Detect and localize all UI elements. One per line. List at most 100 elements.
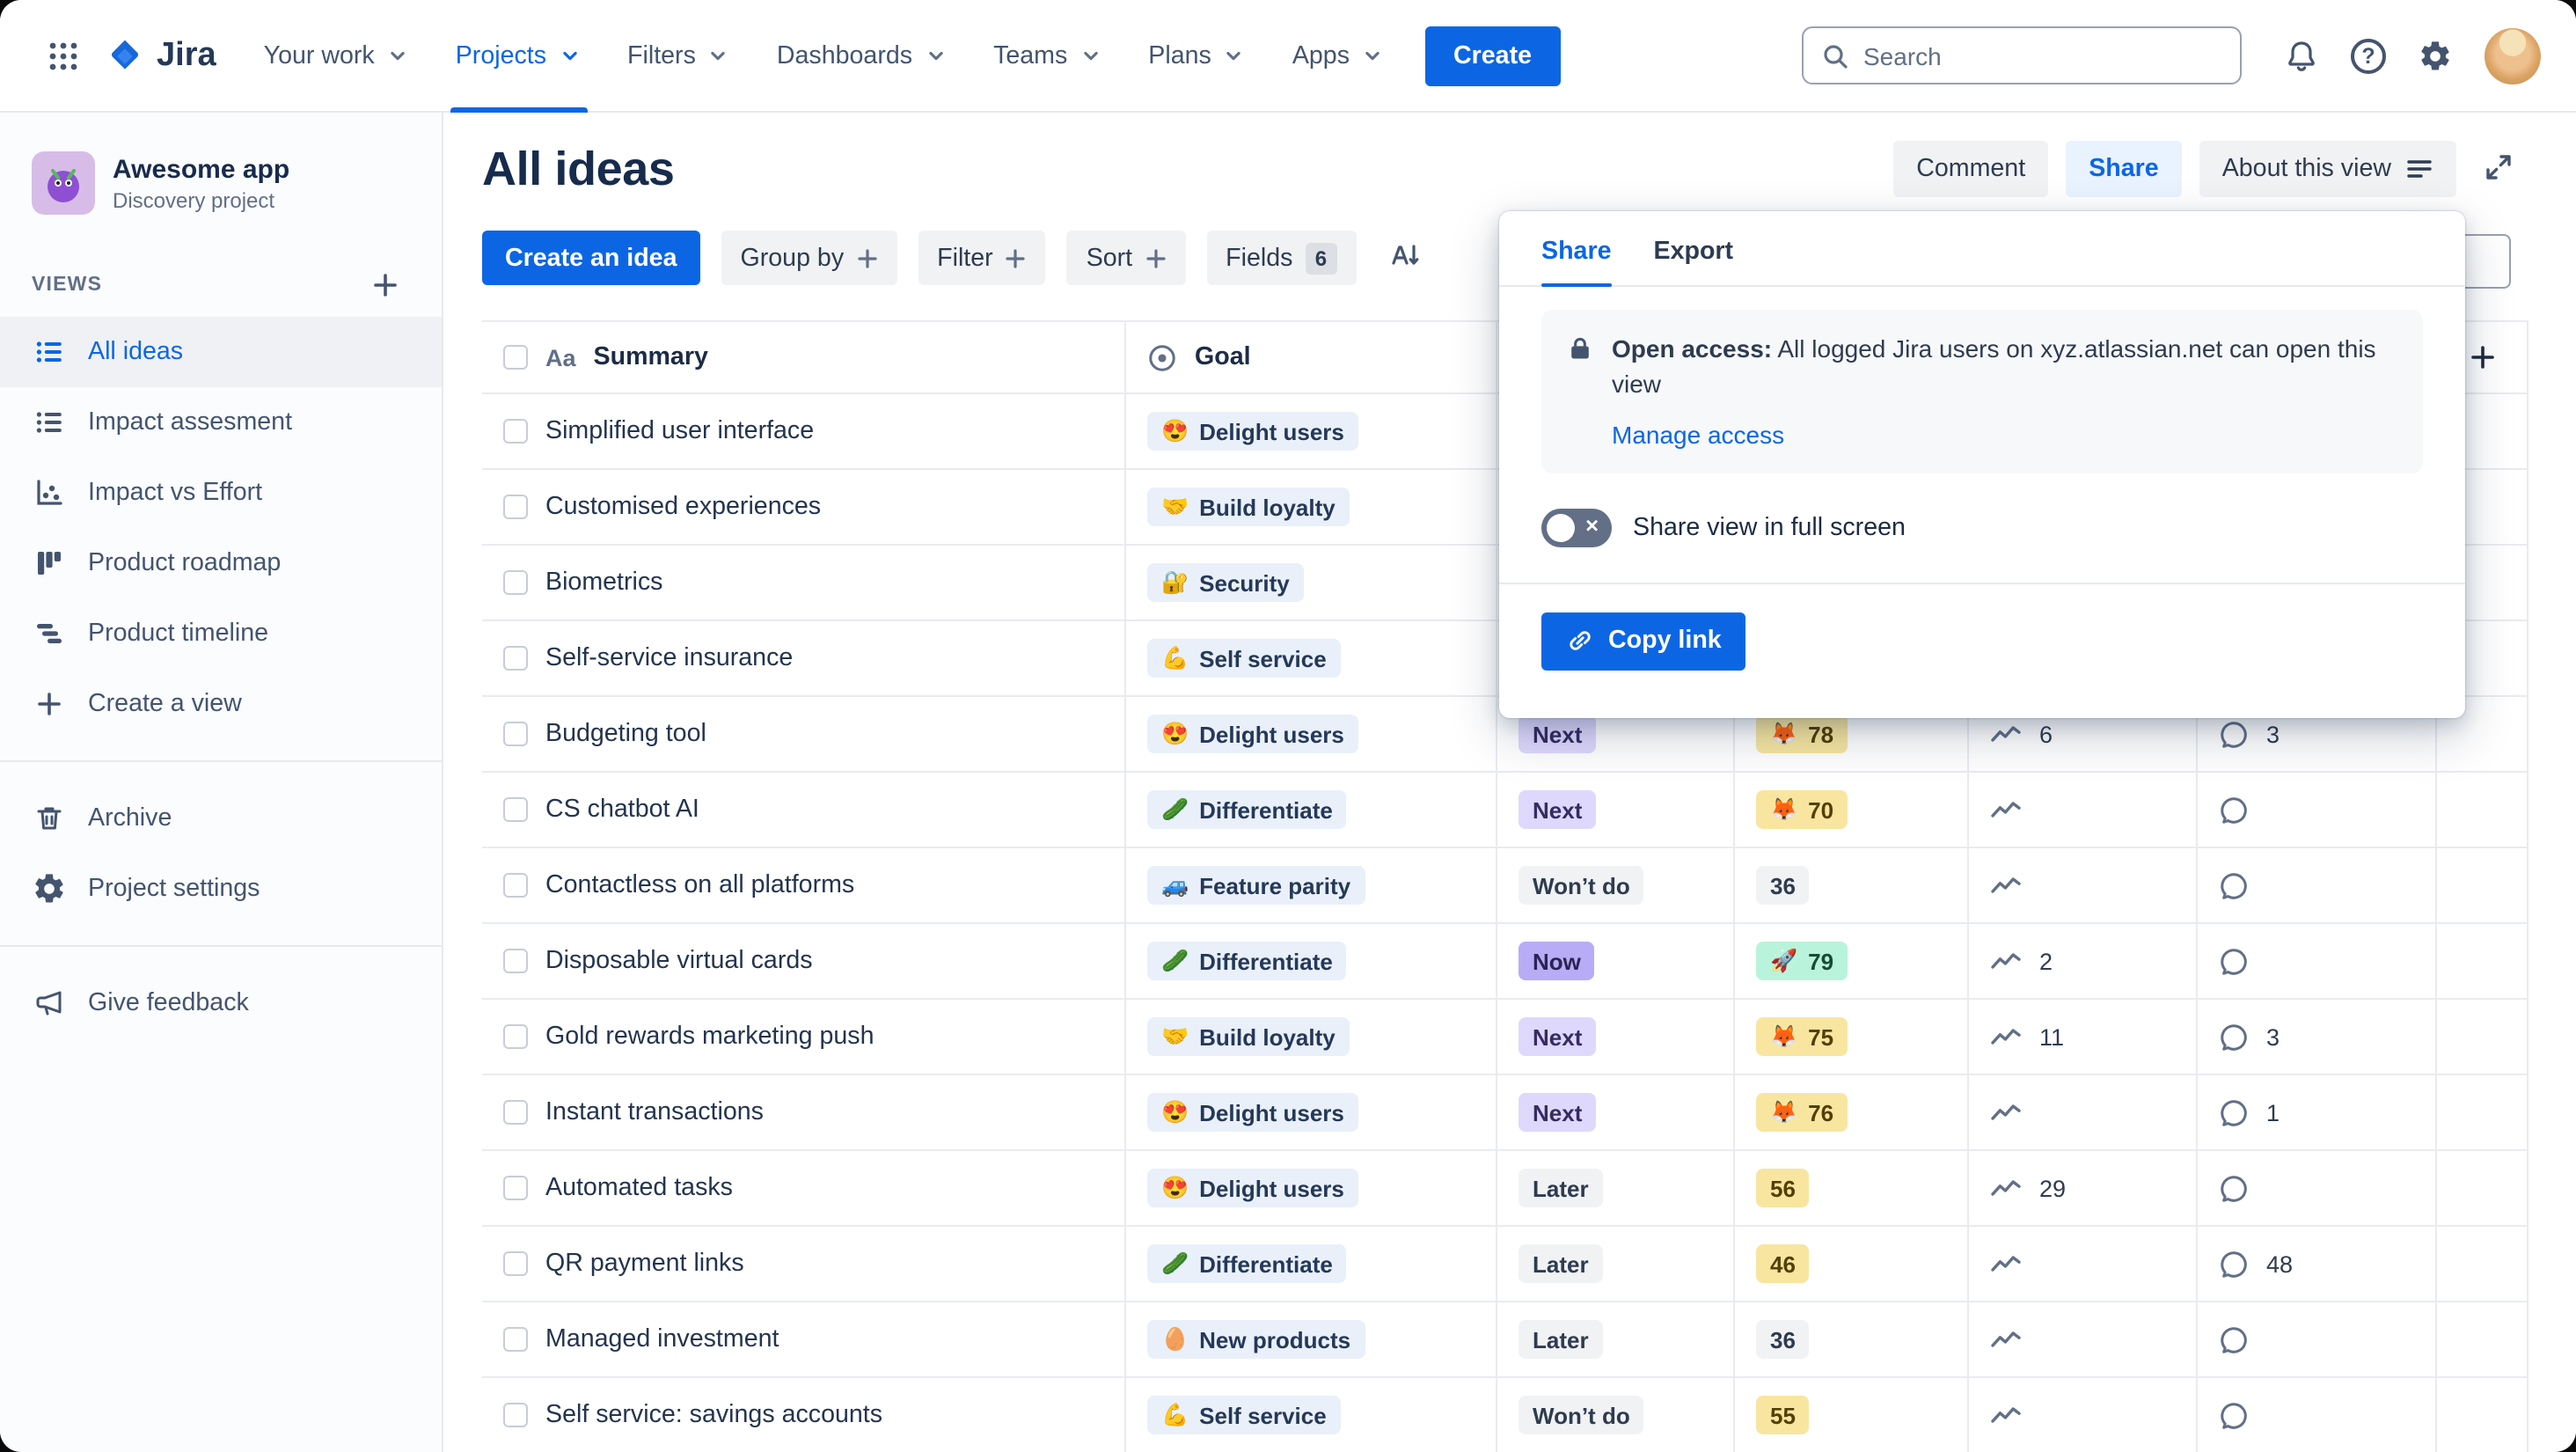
goal-cell[interactable]: 🥒 Differentiate	[1126, 773, 1497, 847]
about-this-view-button[interactable]: About this view	[2199, 141, 2456, 197]
add-field-button[interactable]	[2437, 322, 2528, 392]
goal-cell[interactable]: 🚙 Feature parity	[1126, 848, 1497, 922]
goal-chip[interactable]: 😍 Delight users	[1147, 1093, 1358, 1132]
row-checkbox[interactable]	[503, 797, 528, 822]
goal-chip[interactable]: 🤝 Build loyalty	[1147, 1017, 1350, 1056]
goal-cell[interactable]: 🤝 Build loyalty	[1126, 470, 1497, 544]
score-cell[interactable]: 🦊 75	[1735, 1000, 1969, 1074]
trend-cell[interactable]: 6	[1969, 697, 2198, 771]
select-all-checkbox[interactable]	[503, 345, 528, 370]
goal-cell[interactable]: 💪 Self service	[1126, 1378, 1497, 1452]
comments-cell[interactable]	[2198, 1302, 2437, 1376]
idea-row[interactable]: CS chatbot AI 🥒 Differentiate Next 🦊 70	[482, 773, 2528, 848]
summary-cell[interactable]: Simplified user interface	[482, 394, 1126, 468]
give-feedback-button[interactable]: Give feedback	[0, 968, 442, 1038]
score-cell[interactable]: 🚀 79	[1735, 924, 1969, 998]
status-chip[interactable]: Next	[1519, 1093, 1597, 1132]
fields-button[interactable]: Fields 6	[1206, 231, 1357, 285]
filter-button[interactable]: Filter	[918, 231, 1046, 285]
summary-cell[interactable]: QR payment links	[482, 1227, 1126, 1301]
goal-chip[interactable]: 😍 Delight users	[1147, 1169, 1358, 1207]
row-checkbox[interactable]	[503, 646, 528, 671]
impact-score-chip[interactable]: 55	[1756, 1396, 1810, 1434]
row-checkbox[interactable]	[503, 1024, 528, 1049]
score-cell[interactable]: 56	[1735, 1151, 1969, 1225]
trend-cell[interactable]	[1969, 848, 2198, 922]
status-chip[interactable]: Later	[1519, 1320, 1603, 1359]
project-header[interactable]: Awesome app Discovery project	[0, 144, 442, 215]
goal-cell[interactable]: 😍 Delight users	[1126, 394, 1497, 468]
status-cell[interactable]: Won’t do	[1497, 848, 1735, 922]
status-cell[interactable]: Now	[1497, 924, 1735, 998]
idea-row[interactable]: Contactless on all platforms 🚙 Feature par…	[482, 848, 2528, 924]
status-chip[interactable]: Next	[1519, 1017, 1597, 1056]
comments-cell[interactable]	[2198, 1151, 2437, 1225]
trend-cell[interactable]	[1969, 773, 2198, 847]
row-checkbox[interactable]	[503, 495, 528, 519]
nav-item-apps[interactable]: Apps	[1270, 0, 1408, 112]
status-cell[interactable]: Next	[1497, 1075, 1735, 1149]
idea-row[interactable]: Disposable virtual cards 🥒 Differentiate No…	[482, 924, 2528, 1000]
row-checkbox[interactable]	[503, 1176, 528, 1200]
idea-row[interactable]: Managed investment 🥚 New products Later 36	[482, 1302, 2528, 1378]
comments-cell[interactable]	[2198, 924, 2437, 998]
comment-button[interactable]: Comment	[1893, 141, 2049, 197]
score-cell[interactable]: 36	[1735, 1302, 1969, 1376]
comments-cell[interactable]: 48	[2198, 1227, 2437, 1301]
impact-score-chip[interactable]: 56	[1756, 1169, 1810, 1207]
goal-chip[interactable]: 💪 Self service	[1147, 1396, 1341, 1434]
score-cell[interactable]: 🦊 70	[1735, 773, 1969, 847]
sidebar-item-impact-assesment[interactable]: Impact assesment	[0, 387, 442, 458]
goal-chip[interactable]: 🤝 Build loyalty	[1147, 488, 1350, 526]
comments-cell[interactable]	[2198, 1378, 2437, 1452]
global-search-input[interactable]	[1863, 41, 2222, 70]
trend-cell[interactable]	[1969, 1075, 2198, 1149]
summary-cell[interactable]: Automated tasks	[482, 1151, 1126, 1225]
status-cell[interactable]: Next	[1497, 773, 1735, 847]
score-cell[interactable]: 36	[1735, 848, 1969, 922]
nav-item-your-work[interactable]: Your work	[241, 0, 433, 112]
goal-chip[interactable]: 🥚 New products	[1147, 1320, 1365, 1359]
goal-cell[interactable]: 😍 Delight users	[1126, 1075, 1497, 1149]
impact-score-chip[interactable]: 🦊 76	[1756, 1093, 1848, 1132]
goal-cell[interactable]: 🥒 Differentiate	[1126, 924, 1497, 998]
impact-score-chip[interactable]: 🦊 75	[1756, 1017, 1848, 1056]
summary-cell[interactable]: Gold rewards marketing push	[482, 1000, 1126, 1074]
comments-cell[interactable]: 3	[2198, 697, 2437, 771]
create-idea-button[interactable]: Create an idea	[482, 231, 700, 285]
sidebar-item-product-timeline[interactable]: Product timeline	[0, 598, 442, 669]
sidebar-item-product-roadmap[interactable]: Product roadmap	[0, 528, 442, 598]
idea-row[interactable]: Self service: savings accounts 💪 Self serv…	[482, 1378, 2528, 1452]
status-cell[interactable]: Next	[1497, 1000, 1735, 1074]
goal-cell[interactable]: 🥒 Differentiate	[1126, 1227, 1497, 1301]
goal-chip[interactable]: 🥒 Differentiate	[1147, 1244, 1347, 1283]
app-switcher-icon[interactable]	[35, 27, 91, 84]
manage-access-link[interactable]: Manage access	[1612, 420, 1785, 449]
status-cell[interactable]: Later	[1497, 1151, 1735, 1225]
row-checkbox[interactable]	[503, 873, 528, 898]
goal-cell[interactable]: 😍 Delight users	[1126, 1151, 1497, 1225]
create-button[interactable]: Create	[1425, 26, 1561, 85]
goal-chip[interactable]: 😍 Delight users	[1147, 715, 1358, 753]
row-checkbox[interactable]	[503, 722, 528, 746]
tab-share[interactable]: Share	[1541, 238, 1612, 287]
summary-cell[interactable]: Self-service insurance	[482, 621, 1126, 695]
comments-cell[interactable]: 3	[2198, 1000, 2437, 1074]
share-button[interactable]: Share	[2066, 141, 2182, 197]
impact-score-chip[interactable]: 🦊 70	[1756, 790, 1848, 829]
summary-cell[interactable]: Customised experiences	[482, 470, 1126, 544]
trend-cell[interactable]: 11	[1969, 1000, 2198, 1074]
trend-cell[interactable]	[1969, 1378, 2198, 1452]
goal-header-cell[interactable]: Goal	[1126, 322, 1497, 392]
row-checkbox[interactable]	[503, 1327, 528, 1352]
score-cell[interactable]: 🦊 76	[1735, 1075, 1969, 1149]
nav-item-teams[interactable]: Teams	[970, 0, 1125, 112]
sidebar-item-impact-vs-effort[interactable]: Impact vs Effort	[0, 458, 442, 528]
goal-chip[interactable]: 🔐 Security	[1147, 563, 1304, 602]
summary-cell[interactable]: Disposable virtual cards	[482, 924, 1126, 998]
impact-score-chip[interactable]: 36	[1756, 866, 1810, 905]
summary-cell[interactable]: Instant transactions	[482, 1075, 1126, 1149]
summary-cell[interactable]: Self service: savings accounts	[482, 1378, 1126, 1452]
goal-chip[interactable]: 🚙 Feature parity	[1147, 866, 1365, 905]
impact-score-chip[interactable]: 🚀 79	[1756, 942, 1848, 980]
